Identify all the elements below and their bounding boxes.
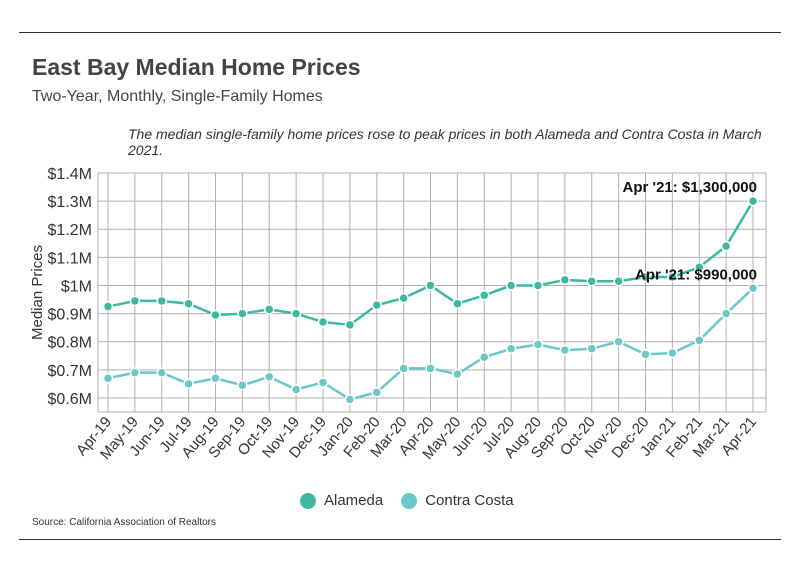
data-point-contra-costa	[183, 378, 194, 390]
annotation-contra-costa: Apr '21: $990,000	[635, 266, 757, 283]
data-point-contra-costa	[640, 349, 651, 360]
source-note: Source: California Association of Realto…	[32, 517, 216, 528]
data-point-alameda	[317, 316, 329, 328]
data-point-contra-costa	[613, 336, 624, 347]
data-point-alameda	[640, 271, 651, 283]
y-tick-label: $1.3M	[48, 194, 92, 211]
data-point-contra-costa	[237, 380, 248, 391]
data-point-contra-costa	[452, 368, 463, 380]
data-point-alameda	[586, 276, 597, 287]
data-point-contra-costa	[317, 377, 329, 388]
data-point-alameda	[210, 309, 221, 321]
data-point-contra-costa	[371, 387, 382, 398]
data-point-alameda	[183, 298, 194, 309]
y-tick-label: $0.7M	[48, 363, 92, 380]
data-point-contra-costa	[559, 344, 571, 356]
data-point-contra-costa	[720, 308, 732, 319]
legend-item-alameda: Alameda	[300, 492, 383, 509]
data-point-alameda	[290, 308, 302, 319]
data-point-alameda	[371, 299, 382, 311]
data-point-alameda	[559, 274, 571, 286]
legend-swatch-contra-costa	[401, 492, 418, 509]
data-point-contra-costa	[479, 351, 490, 363]
data-point-alameda	[613, 276, 624, 287]
chart-note: The median single-family home prices ros…	[128, 126, 762, 158]
data-point-alameda	[425, 280, 436, 291]
annotation-alameda: Apr '21: $1,300,000	[623, 179, 758, 196]
data-point-contra-costa	[129, 367, 141, 378]
data-point-alameda	[505, 280, 517, 291]
data-point-contra-costa	[425, 363, 436, 374]
data-point-alameda	[694, 261, 705, 273]
bottom-rule	[19, 539, 781, 540]
y-tick-label: $1.4M	[48, 166, 92, 183]
data-point-contra-costa	[694, 335, 705, 346]
y-tick-label: $1.1M	[48, 250, 92, 267]
data-point-contra-costa	[156, 367, 167, 378]
data-point-contra-costa	[505, 343, 517, 354]
top-rule	[19, 32, 781, 33]
data-point-alameda	[264, 304, 275, 315]
data-point-contra-costa	[667, 347, 678, 359]
data-point-contra-costa	[210, 373, 221, 384]
data-point-contra-costa	[586, 343, 597, 354]
data-point-contra-costa	[532, 339, 544, 350]
chart-title: East Bay Median Home Prices	[32, 54, 361, 80]
data-point-contra-costa	[264, 371, 275, 383]
data-point-alameda	[479, 290, 490, 301]
chart-subtitle: Two-Year, Monthly, Single-Family Homes	[32, 88, 323, 105]
data-point-alameda	[344, 319, 356, 331]
data-point-alameda	[237, 308, 248, 319]
data-point-alameda	[720, 240, 732, 252]
data-point-contra-costa	[344, 394, 356, 405]
data-point-alameda	[102, 301, 114, 312]
data-point-alameda	[129, 295, 141, 307]
legend-label-alameda: Alameda	[324, 492, 384, 509]
data-point-alameda	[667, 271, 678, 283]
legend-swatch-alameda	[300, 492, 316, 509]
data-point-contra-costa	[747, 283, 759, 294]
legend-item-contra-costa: Contra Costa	[401, 492, 514, 509]
y-tick-label: $0.9M	[48, 307, 92, 324]
data-point-alameda	[398, 292, 409, 304]
data-point-alameda	[452, 298, 463, 309]
y-tick-label: $0.8M	[48, 335, 92, 352]
y-axis-label: Median Prices	[29, 245, 46, 340]
y-tick-label: $1M	[61, 278, 92, 295]
data-point-contra-costa	[290, 384, 302, 395]
data-point-alameda	[156, 295, 167, 307]
y-tick-label: $0.6M	[48, 391, 92, 408]
data-point-contra-costa	[102, 373, 114, 384]
legend-label-contra-costa: Contra Costa	[425, 492, 514, 509]
y-tick-label: $1.2M	[48, 222, 92, 239]
data-point-alameda	[747, 195, 759, 207]
data-point-contra-costa	[398, 363, 409, 374]
data-point-alameda	[532, 280, 544, 291]
legend: Alameda Contra Costa	[300, 492, 522, 509]
